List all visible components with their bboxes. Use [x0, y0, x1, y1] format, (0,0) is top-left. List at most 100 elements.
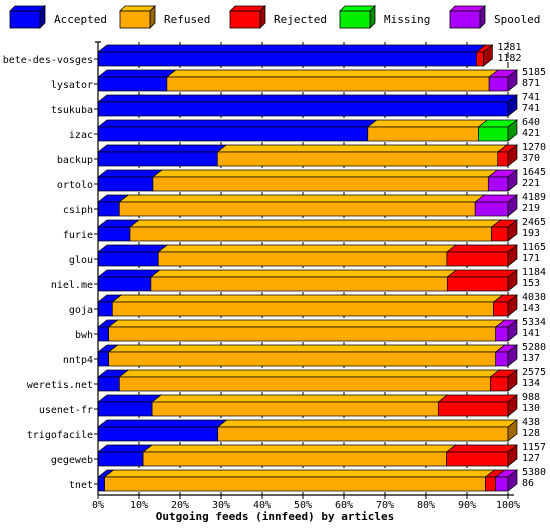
bar-segment-top [157, 244, 457, 253]
bar-segment-top [96, 394, 163, 403]
legend-item-accepted: Accepted [9, 5, 107, 29]
bar-segment-accepted [96, 444, 154, 467]
bar-segment-side [507, 269, 518, 292]
bar-segment-accepted [96, 194, 130, 217]
bar-segment-front [97, 426, 219, 442]
x-tick-label: 70% [376, 500, 394, 511]
legend-swatch [449, 10, 481, 29]
bar-segment-front [142, 451, 447, 467]
bar-segment-side [507, 219, 518, 242]
accepted-count-label: 130 [522, 403, 540, 414]
bar-segment-refused [151, 394, 449, 417]
bar-segment-refused [216, 144, 508, 167]
bar-segment-rejected [489, 369, 519, 392]
bar-trigofacile [96, 419, 519, 442]
bar-segment-refused [142, 444, 457, 467]
accepted-count-label: 1182 [497, 53, 521, 64]
accepted-count-label: 153 [522, 278, 540, 289]
offered-count-label: 1270 [522, 142, 546, 153]
bar-segment-front [217, 426, 509, 442]
bar-segment-front [478, 126, 509, 142]
bar-segment-front [97, 126, 369, 142]
bars [96, 44, 519, 492]
category-label: trigofacile [27, 430, 93, 441]
x-axis-label: Outgoing feeds (innfeed) by articles [156, 510, 394, 523]
bar-segment-top [445, 444, 519, 453]
bar-segment-front [97, 51, 477, 67]
bar-segment-top [103, 469, 496, 478]
category-label: ortolo [57, 180, 93, 191]
bar-segment-refused [107, 319, 506, 342]
offered-count-label: 640 [522, 117, 540, 128]
bar-segment-front [152, 176, 489, 192]
bar-segment-top [216, 419, 519, 428]
accepted-count-label: 141 [522, 328, 540, 339]
bar-segment-front [97, 351, 110, 367]
bar-segment-top [96, 144, 228, 153]
bar-segment-front [487, 176, 509, 192]
bar-niel-me [96, 269, 519, 292]
legend-swatch [119, 10, 151, 29]
offered-count-label: 5334 [522, 317, 546, 328]
accepted-count-label: 143 [522, 303, 540, 314]
category-label: csiph [63, 205, 93, 216]
bar-segment-front [495, 351, 509, 367]
x-tick-label: 30% [212, 500, 230, 511]
bar-segment-top [96, 94, 519, 103]
bar-furie [96, 219, 519, 242]
bar-segment-rejected [445, 244, 519, 267]
bar-segment-side [507, 419, 518, 442]
bar-segment-front [129, 226, 492, 242]
bar-segment-refused [118, 369, 501, 392]
bar-gegeweb [96, 444, 519, 467]
legend-label: Rejected [274, 13, 327, 26]
category-label: furie [63, 230, 93, 241]
bar-segment-front [118, 201, 476, 217]
x-tick-label: 50% [294, 500, 312, 511]
offered-count-label: 5185 [522, 67, 546, 78]
bar-segment-rejected [492, 294, 519, 317]
bar-segment-front [157, 251, 448, 267]
offered-count-label: 2575 [522, 367, 546, 378]
bar-segment-front [104, 476, 486, 492]
bar-segment-rejected [445, 444, 519, 467]
legend-swatch [229, 10, 261, 29]
offered-count-label: 438 [522, 417, 540, 428]
offered-count-label: 988 [522, 392, 540, 403]
accepted-count-label: 370 [522, 153, 540, 164]
bar-segment-accepted [96, 119, 378, 142]
bar-weretis-net [96, 369, 519, 392]
bar-segment-front [97, 476, 105, 492]
bar-segment-front [446, 276, 509, 292]
bar-segment-front [166, 76, 490, 92]
accepted-count-label: 171 [522, 253, 540, 264]
bar-segment-top [142, 444, 457, 453]
bar-segment-top [107, 344, 506, 353]
bar-segment-top [149, 269, 458, 278]
bar-segment-front [495, 326, 509, 342]
bar-segment-side [507, 244, 518, 267]
legend-swatch-top [229, 5, 266, 12]
category-label: weretis.net [27, 380, 93, 391]
accepted-count-label: 128 [522, 428, 540, 439]
x-tick-label: 10% [130, 500, 148, 511]
bar-segment-top [366, 119, 489, 128]
bar-segment-refused [149, 269, 458, 292]
bar-segment-top [151, 169, 499, 178]
accepted-count-label: 134 [522, 378, 540, 389]
bar-tnet [96, 469, 519, 492]
bar-nntp4 [96, 344, 519, 367]
legend-label: Spooled [494, 13, 540, 26]
x-tick-label: 80% [417, 500, 435, 511]
bar-segment-spooled [494, 319, 519, 342]
bar-segment-front [493, 301, 509, 317]
category-label: tnet [69, 480, 93, 491]
bar-segment-accepted [96, 244, 169, 267]
category-label: niel.me [51, 280, 93, 291]
bar-segment-side [507, 169, 518, 192]
bar-segment-spooled [487, 169, 519, 192]
bar-segment-accepted [96, 419, 228, 442]
